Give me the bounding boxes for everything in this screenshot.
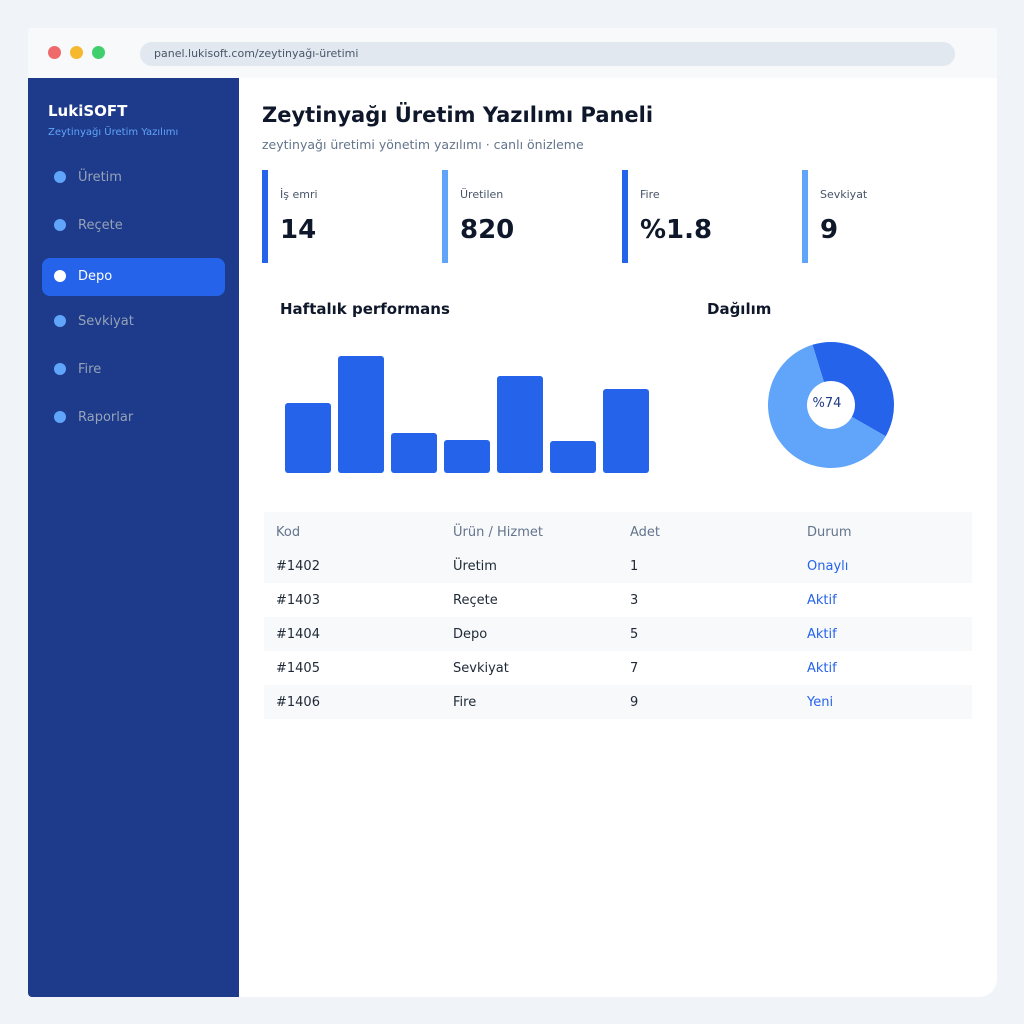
sidebar-item-label: Sevkiyat	[78, 314, 134, 329]
stat-label: Sevkiyat	[820, 188, 868, 201]
stat-label: Üretilen	[460, 188, 504, 201]
nav-dot-icon	[54, 171, 66, 183]
bar-2	[338, 356, 384, 473]
stat-value: 9	[820, 215, 839, 245]
stat-value: 14	[280, 215, 317, 245]
stat-label: İş emri	[280, 188, 318, 201]
donut-slice-1	[812, 342, 894, 437]
minimize-window-button[interactable]	[70, 46, 83, 59]
performance-chart-title: Haftalık performans	[280, 300, 450, 318]
page-title: Zeytinyağı Üretim Yazılımı Paneli	[262, 103, 654, 127]
cell-adet: 5	[630, 627, 639, 642]
sidebar-item-raporlar[interactable]: Raporlar	[42, 399, 225, 437]
table-row[interactable]: #1403 Reçete 3 Aktif	[264, 583, 972, 617]
page-subtitle: zeytinyağı üretimi yönetim yazılımı · ca…	[262, 137, 584, 152]
stat-card-sevkiyat: Sevkiyat 9	[802, 170, 972, 263]
nav-dot-icon	[54, 270, 66, 282]
close-window-button[interactable]	[48, 46, 61, 59]
sidebar-item-label: Fire	[78, 362, 102, 377]
status-badge: Yeni	[807, 695, 834, 710]
column-header-durum[interactable]: Durum	[807, 525, 852, 540]
bar-5	[497, 376, 543, 473]
stat-value: 820	[460, 215, 515, 245]
stat-card-uretilen: Üretilen 820	[442, 170, 612, 263]
table-header-row: Kod Ürün / Hizmet Adet Durum	[264, 512, 972, 549]
nav-dot-icon	[54, 315, 66, 327]
cell-urun: Üretim	[453, 559, 497, 574]
cell-urun: Fire	[453, 695, 477, 710]
cell-kod: #1403	[276, 593, 320, 608]
column-header-adet[interactable]: Adet	[630, 525, 661, 540]
browser-window: panel.lukisoft.com/zeytinyağı-üretimi Lu…	[28, 28, 997, 997]
cell-kod: #1404	[276, 627, 320, 642]
status-badge: Aktif	[807, 661, 837, 676]
table-row[interactable]: #1405 Sevkiyat 7 Aktif	[264, 651, 972, 685]
stat-value: %1.8	[640, 215, 713, 245]
bar-4	[444, 440, 490, 473]
bar-3	[391, 433, 437, 473]
stat-card-is-emri: İş emri 14	[262, 170, 432, 263]
sidebar-item-label: Raporlar	[78, 410, 134, 425]
weekly-performance-bar-chart	[285, 356, 649, 473]
cell-adet: 3	[630, 593, 639, 608]
bar-7	[603, 389, 649, 473]
table-row[interactable]: #1406 Fire 9 Yeni	[264, 685, 972, 719]
sidebar-item-fire[interactable]: Fire	[42, 351, 225, 389]
address-bar[interactable]: panel.lukisoft.com/zeytinyağı-üretimi	[140, 42, 955, 66]
table-row[interactable]: #1402 Üretim 1 Onaylı	[264, 549, 972, 583]
nav-dot-icon	[54, 363, 66, 375]
distribution-chart-title: Dağılım	[707, 300, 772, 318]
donut-slice-2	[768, 344, 886, 468]
cell-kod: #1405	[276, 661, 320, 676]
bar-6	[550, 441, 596, 473]
cell-adet: 7	[630, 661, 639, 676]
sidebar-item-label: Reçete	[78, 218, 123, 233]
table-row[interactable]: #1404 Depo 5 Aktif	[264, 617, 972, 651]
distribution-donut-chart	[768, 342, 894, 468]
stat-label: Fire	[640, 188, 660, 201]
stat-card-fire: Fire %1.8	[622, 170, 792, 263]
nav-dot-icon	[54, 219, 66, 231]
cell-urun: Reçete	[453, 593, 498, 608]
sidebar-item-label: Üretim	[78, 170, 122, 185]
orders-table: Kod Ürün / Hizmet Adet Durum #1402 Üreti…	[264, 512, 972, 719]
sidebar-item-sevkiyat[interactable]: Sevkiyat	[42, 303, 225, 341]
status-badge: Aktif	[807, 593, 837, 608]
status-badge: Onaylı	[807, 559, 849, 574]
nav-dot-icon	[54, 411, 66, 423]
sidebar-item-depo[interactable]: Depo	[42, 258, 225, 296]
sidebar-item-recete[interactable]: Reçete	[42, 207, 225, 245]
donut-center-label: %74	[812, 396, 842, 411]
cell-adet: 1	[630, 559, 639, 574]
sidebar-item-uretim[interactable]: Üretim	[42, 159, 225, 197]
sidebar: LukiSOFT Zeytinyağı Üretim Yazılımı Üret…	[28, 78, 239, 997]
title-bar: panel.lukisoft.com/zeytinyağı-üretimi	[28, 28, 997, 78]
cell-urun: Sevkiyat	[453, 661, 509, 676]
cell-urun: Depo	[453, 627, 488, 642]
brand-name: LukiSOFT	[48, 102, 128, 120]
maximize-window-button[interactable]	[92, 46, 105, 59]
column-header-kod[interactable]: Kod	[276, 525, 301, 540]
cell-adet: 9	[630, 695, 639, 710]
cell-kod: #1402	[276, 559, 320, 574]
sidebar-item-label: Depo	[78, 269, 113, 284]
brand-subtitle: Zeytinyağı Üretim Yazılımı	[48, 127, 179, 138]
status-badge: Aktif	[807, 627, 837, 642]
bar-1	[285, 403, 331, 473]
column-header-urun[interactable]: Ürün / Hizmet	[453, 525, 543, 540]
cell-kod: #1406	[276, 695, 320, 710]
